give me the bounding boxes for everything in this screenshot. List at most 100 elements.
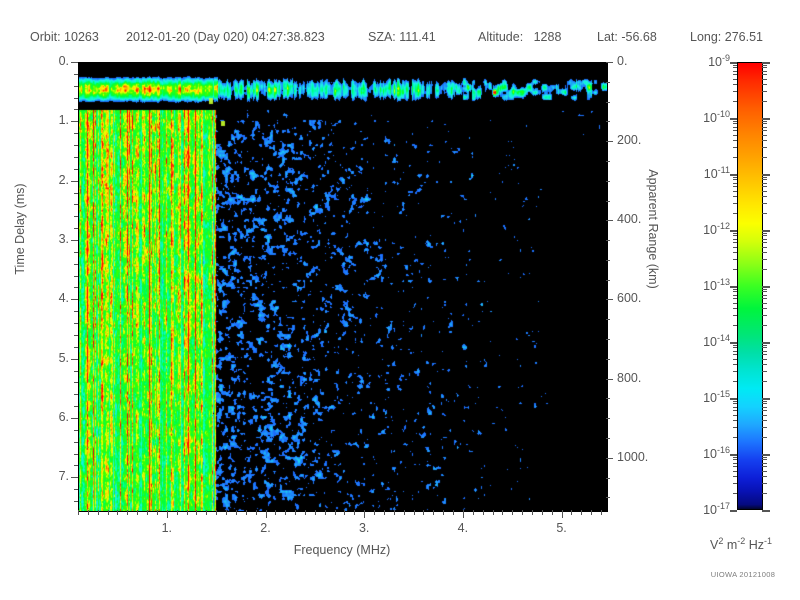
colorbar-minor-tick [762, 476, 767, 478]
x-minor-tick [314, 510, 316, 515]
colorbar-minor-tick [762, 437, 767, 439]
header-long-label: Long: [690, 30, 722, 44]
header-altitude: Altitude: 1288 [478, 30, 561, 44]
colorbar-tick-label: 10-15 [684, 389, 730, 405]
colorbar-minor-tick [762, 269, 767, 271]
y-left-tick-label: 6. [58, 410, 69, 425]
y-left-minor-tick [74, 501, 78, 503]
colorbar-tick-exponent: -12 [716, 221, 730, 231]
colorbar-minor-tick [762, 176, 767, 178]
header-lat-label: Lat: [597, 30, 618, 44]
y-left-minor-tick [74, 85, 78, 87]
header-lat-value: -56.68 [621, 30, 657, 44]
colorbar-minor-tick [762, 130, 767, 132]
x-minor-tick [324, 510, 326, 515]
y-right-tick-label: 400. [617, 212, 642, 227]
colorbar-minor-tick-left [733, 400, 737, 402]
colorbar-minor-tick [762, 470, 767, 472]
colorbar-minor-tick [762, 252, 767, 254]
colorbar-minor-tick-left [733, 325, 737, 327]
y-left-minor-tick [74, 382, 78, 384]
colorbar-minor-tick-left [733, 470, 737, 472]
x-minor-tick [512, 510, 514, 515]
y-left-minor-tick [74, 145, 78, 147]
colorbar-minor-tick-left [733, 213, 737, 215]
colorbar-minor-tick-left [733, 134, 737, 136]
colorbar-major-tick [762, 174, 770, 176]
colorbar-minor-tick-left [733, 101, 737, 103]
y-left-major-tick [71, 299, 78, 301]
x-minor-tick [492, 510, 494, 515]
colorbar-major-tick-left [730, 118, 737, 120]
colorbar-major-tick [762, 342, 770, 344]
colorbar-minor-tick-left [733, 354, 737, 356]
y-left-minor-tick [74, 216, 78, 218]
y-axis-right-title: Apparent Range (km) [646, 169, 660, 289]
y-left-minor-tick [74, 370, 78, 372]
y-left-minor-tick [74, 73, 78, 75]
y-right-tick-label: 800. [617, 370, 642, 385]
x-minor-tick [285, 510, 287, 515]
header-orbit-value: 10263 [64, 30, 99, 44]
colorbar-minor-tick [762, 414, 767, 416]
colorbar-minor-tick [762, 140, 767, 142]
y-left-minor-tick [74, 429, 78, 431]
y-right-minor-tick [606, 200, 610, 202]
colorbar-minor-tick-left [733, 476, 737, 478]
colorbar-minor-tick [762, 213, 767, 215]
y-right-minor-tick [606, 319, 610, 321]
colorbar-minor-tick-left [733, 70, 737, 72]
colorbar-minor-tick [762, 288, 767, 290]
colorbar-minor-tick-left [733, 126, 737, 128]
colorbar-minor-tick [762, 91, 767, 93]
colorbar-minor-tick [762, 462, 767, 464]
colorbar-minor-tick [762, 147, 767, 149]
colorbar-minor-tick [762, 238, 767, 240]
colorbar-minor-tick [762, 344, 767, 346]
colorbar-tick-label: 10-14 [684, 333, 730, 349]
colorbar-tick-exponent: -14 [716, 333, 730, 343]
x-minor-tick [295, 510, 297, 515]
colorbar-major-tick [762, 62, 770, 64]
colorbar-minor-tick-left [733, 493, 737, 495]
colorbar-minor-tick-left [733, 483, 737, 485]
colorbar [737, 62, 763, 510]
x-minor-tick [522, 510, 524, 515]
colorbar-minor-tick [762, 186, 767, 188]
colorbar-minor-tick [762, 325, 767, 327]
y-left-tick-label: 1. [58, 113, 69, 128]
colorbar-minor-tick [762, 298, 767, 300]
colorbar-tick-mantissa: 10 [703, 391, 717, 406]
colorbar-minor-tick-left [733, 91, 737, 93]
y-left-major-tick [71, 358, 78, 360]
y-right-minor-tick [606, 477, 610, 479]
unit-hz-exp: -1 [764, 536, 773, 546]
unit-m: m [726, 538, 738, 553]
x-minor-tick [107, 510, 109, 515]
colorbar-minor-tick [762, 427, 767, 429]
colorbar-minor-tick [762, 203, 767, 205]
x-major-tick [166, 510, 168, 518]
y-left-minor-tick [74, 133, 78, 135]
colorbar-tick-exponent: -11 [717, 165, 730, 175]
y-right-major-tick [606, 220, 613, 222]
colorbar-minor-tick-left [733, 437, 737, 439]
colorbar-minor-tick [762, 123, 767, 125]
colorbar-minor-tick [762, 294, 767, 296]
colorbar-tick-exponent: -17 [716, 501, 730, 511]
colorbar-minor-tick-left [733, 406, 737, 408]
colorbar-minor-tick-left [733, 459, 737, 461]
colorbar-minor-tick-left [733, 420, 737, 422]
y-left-tick-label: 0. [58, 54, 69, 68]
colorbar-minor-tick [762, 459, 767, 461]
colorbar-minor-tick [762, 403, 767, 405]
colorbar-minor-tick-left [733, 190, 737, 192]
colorbar-minor-tick-left [733, 186, 737, 188]
colorbar-minor-tick-left [733, 203, 737, 205]
y-right-major-tick [606, 457, 613, 459]
colorbar-minor-tick-left [733, 269, 737, 271]
y-right-minor-tick [606, 81, 610, 83]
colorbar-tick-label: 10-12 [684, 221, 730, 237]
y-right-minor-tick [606, 497, 610, 499]
colorbar-tick-label: 10-9 [684, 53, 730, 69]
